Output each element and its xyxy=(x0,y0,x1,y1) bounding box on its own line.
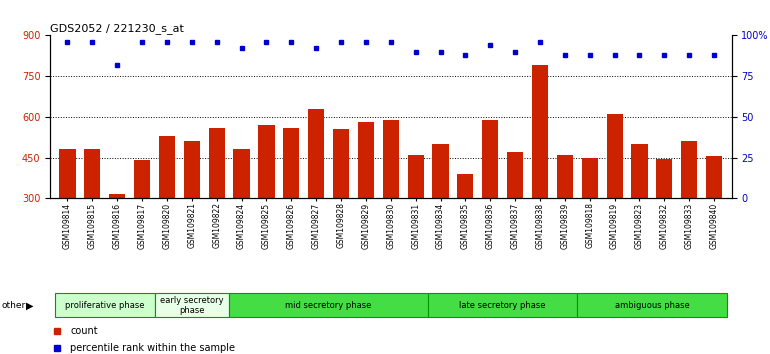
Bar xyxy=(407,155,424,280)
Bar xyxy=(457,174,474,280)
Text: ▶: ▶ xyxy=(25,300,33,310)
Text: late secretory phase: late secretory phase xyxy=(460,301,546,310)
Text: proliferative phase: proliferative phase xyxy=(65,301,145,310)
FancyBboxPatch shape xyxy=(578,293,727,317)
Bar xyxy=(507,152,523,280)
Bar xyxy=(532,65,548,280)
Bar xyxy=(333,129,349,280)
Bar xyxy=(109,194,126,280)
FancyBboxPatch shape xyxy=(155,293,229,317)
Text: ambiguous phase: ambiguous phase xyxy=(614,301,689,310)
Bar xyxy=(656,159,672,280)
Bar xyxy=(209,128,225,280)
Bar xyxy=(84,149,100,280)
Bar xyxy=(383,120,399,280)
Bar xyxy=(706,156,722,280)
Bar xyxy=(482,120,498,280)
Bar xyxy=(308,109,324,280)
Bar xyxy=(433,144,449,280)
Bar xyxy=(681,141,698,280)
Bar xyxy=(259,125,275,280)
Text: mid secretory phase: mid secretory phase xyxy=(286,301,372,310)
Bar xyxy=(607,114,623,280)
Bar xyxy=(358,122,374,280)
Text: count: count xyxy=(70,326,98,336)
FancyBboxPatch shape xyxy=(229,293,428,317)
Bar xyxy=(184,141,200,280)
Bar xyxy=(557,155,573,280)
Bar xyxy=(134,160,150,280)
FancyBboxPatch shape xyxy=(428,293,578,317)
FancyBboxPatch shape xyxy=(55,293,155,317)
Bar xyxy=(59,149,75,280)
Text: other: other xyxy=(2,301,25,310)
Bar xyxy=(283,128,300,280)
Text: early secretory
phase: early secretory phase xyxy=(160,296,223,315)
Bar xyxy=(233,149,249,280)
Bar xyxy=(581,158,598,280)
Text: percentile rank within the sample: percentile rank within the sample xyxy=(70,343,236,353)
Bar xyxy=(631,144,648,280)
Bar xyxy=(159,136,175,280)
Text: GDS2052 / 221230_s_at: GDS2052 / 221230_s_at xyxy=(50,23,184,34)
